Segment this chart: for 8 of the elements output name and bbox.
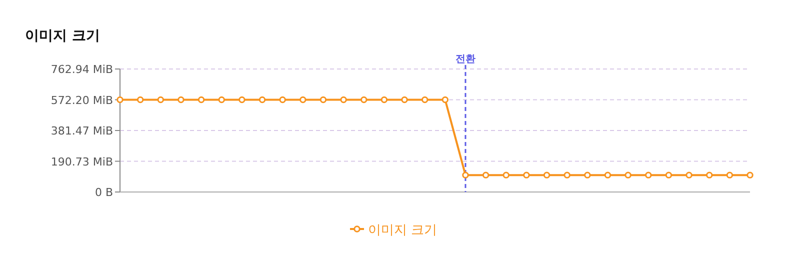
legend-label: 이미지 크기: [368, 223, 438, 238]
y-tick-label: 190.73 MiB: [50, 155, 113, 168]
y-tick-label: 381.47 MiB: [50, 124, 113, 138]
y-tick-label: 0 B: [94, 186, 113, 199]
chart-title: 이미지 크기: [25, 28, 100, 44]
y-tick-label: 762.94 MiB: [50, 63, 113, 76]
text: 전환: [455, 54, 476, 65]
y-tick-label: 572.20 MiB: [50, 94, 113, 107]
